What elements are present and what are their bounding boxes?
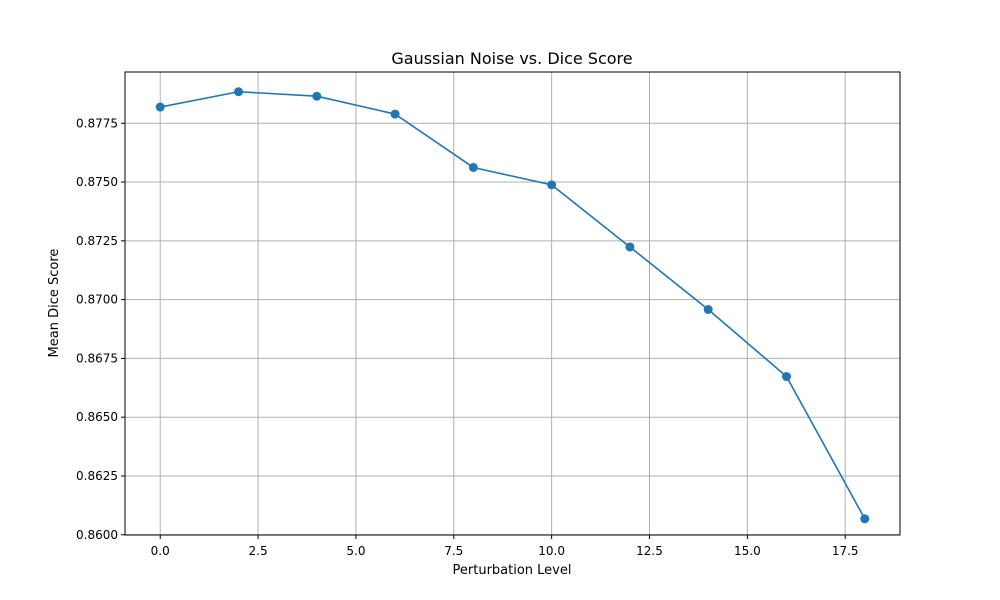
- y-tick-label: 0.8700: [76, 293, 118, 307]
- data-point: [234, 87, 244, 97]
- data-point: [781, 372, 791, 382]
- data-point: [625, 242, 635, 252]
- data-point: [703, 305, 713, 314]
- x-tick-label: 10.0: [538, 544, 565, 558]
- grid-lines: [125, 72, 900, 536]
- x-tick-label: 17.5: [832, 544, 859, 558]
- y-tick-label: 0.8600: [76, 528, 118, 542]
- y-axis-label: Mean Dice Score: [47, 249, 62, 358]
- x-tick-label: 2.5: [249, 544, 268, 558]
- x-tick-label: 15.0: [734, 544, 761, 558]
- axis-ticks: 0.0 2.5 5.0 7.5 10.0 12.5 15.0 17.5 0.8600 0.8625…: [76, 116, 859, 558]
- y-tick-label: 0.8725: [76, 234, 118, 248]
- y-tick-label: 0.8775: [76, 116, 118, 130]
- data-point: [155, 102, 165, 112]
- x-axis-label: Perturbation Level: [453, 563, 572, 578]
- y-tick-label: 0.8675: [76, 351, 118, 365]
- x-tick-label: 5.0: [346, 544, 365, 558]
- data-point: [390, 109, 400, 119]
- chart-title: Gaussian Noise vs. Dice Score: [391, 49, 632, 68]
- x-tick-label: 12.5: [636, 544, 663, 558]
- y-tick-label: 0.8650: [76, 410, 118, 424]
- x-tick-label: 0.0: [151, 544, 170, 558]
- data-point: [547, 180, 557, 190]
- data-point: [312, 91, 322, 101]
- y-tick-label: 0.8625: [76, 469, 118, 483]
- data-point: [468, 162, 478, 172]
- plot-frame: [124, 71, 901, 536]
- series-line: [160, 90, 866, 520]
- series-layer: [155, 87, 870, 524]
- y-tick-label: 0.8750: [76, 175, 118, 189]
- data-point: [860, 514, 870, 524]
- x-tick-label: 7.5: [444, 544, 463, 558]
